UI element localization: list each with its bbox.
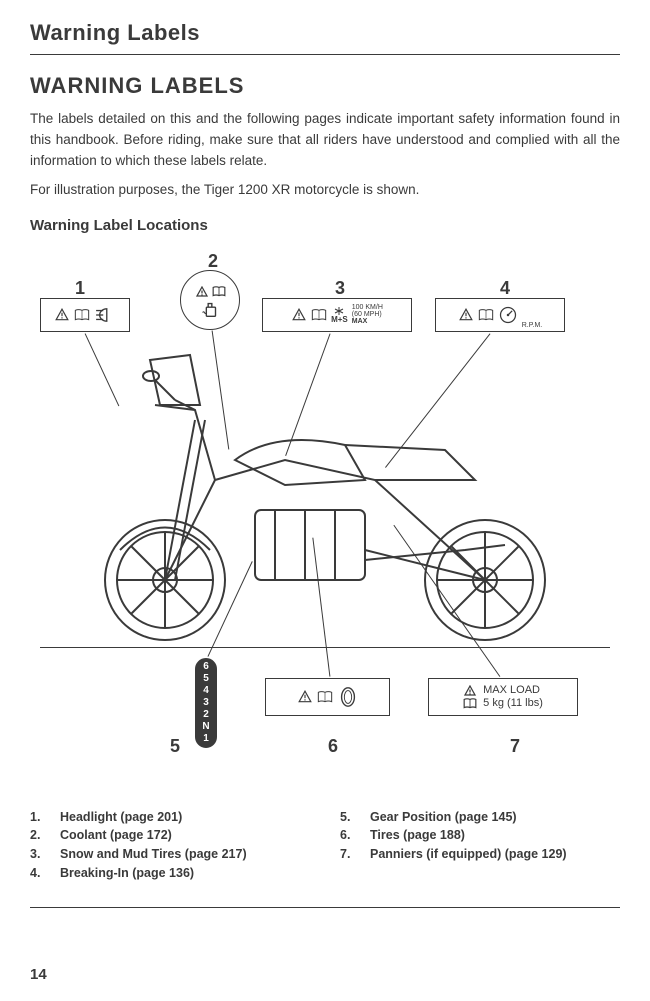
motorcycle-illustration [40,348,610,648]
warning-icon [54,308,70,322]
callout-5: 5 [170,736,180,757]
page-number: 14 [30,966,47,983]
coolant-icon [199,298,221,320]
label-4-rpm: R.P.M. [522,322,543,329]
warning-icon [297,690,313,704]
rpm-gauge-icon [498,305,518,325]
warning-icon [463,685,477,697]
legend-text: Headlight (page 201) [60,808,182,827]
section-title: WARNING LABELS [30,73,620,99]
legend-num: 3. [30,845,44,864]
legend-text: Coolant (page 172) [60,826,172,845]
label-7-line1: MAX LOAD [483,684,543,697]
callout-7: 7 [510,736,520,757]
label-7-box: MAX LOAD 5 kg (11 lbs) [428,678,578,716]
label-5-gearpill: 6 5 4 3 2 N 1 [195,658,217,748]
footer-rule [30,907,620,908]
legend-row: 6. Tires (page 188) [340,826,620,845]
callout-2: 2 [208,251,218,272]
warning-icon [195,286,209,298]
label-7-line2: 5 kg (11 lbs) [483,697,543,710]
label-1-box [40,298,130,332]
label-3-box: M+S 100 KM/H (60 MPH) MAX [262,298,412,332]
callout-6: 6 [328,736,338,757]
legend-num: 4. [30,864,44,883]
diagram-area: 1 2 3 4 M+S 100 KM/H (60 MPH) MAX R.P.M. [30,248,620,768]
book-icon [463,698,477,709]
legend-row: 7. Panniers (if equipped) (page 129) [340,845,620,864]
legend-text: Tires (page 188) [370,826,465,845]
legend-text: Gear Position (page 145) [370,808,517,827]
legend-num: 5. [340,808,354,827]
label-3-ms: M+S [331,316,348,324]
book-icon [311,309,327,321]
legend-row: 2. Coolant (page 172) [30,826,310,845]
legend-num: 1. [30,808,44,827]
label-3-max: MAX [352,318,383,325]
legend-col-right: 5. Gear Position (page 145) 6. Tires (page… [340,808,620,883]
legend-row: 4. Breaking-In (page 136) [30,864,310,883]
header-rule [30,54,620,55]
book-icon [212,286,226,297]
label-2-circle [180,270,240,330]
legend-text: Snow and Mud Tires (page 217) [60,845,247,864]
intro-text: The labels detailed on this and the foll… [30,109,620,172]
tire-icon [337,686,359,708]
legend: 1. Headlight (page 201) 2. Coolant (page 1… [30,808,620,883]
label-3-speed2: (60 MPH) [352,311,383,318]
book-icon [478,309,494,321]
legend-text: Breaking-In (page 136) [60,864,194,883]
legend-num: 2. [30,826,44,845]
legend-col-left: 1. Headlight (page 201) 2. Coolant (page 1… [30,808,310,883]
warning-icon [291,308,307,322]
warning-icon [458,308,474,322]
legend-row: 3. Snow and Mud Tires (page 217) [30,845,310,864]
label-4-box: R.P.M. [435,298,565,332]
header-title: Warning Labels [30,20,620,46]
subtext: For illustration purposes, the Tiger 120… [30,180,620,201]
legend-row: 1. Headlight (page 201) [30,808,310,827]
locations-title: Warning Label Locations [30,217,620,234]
legend-num: 6. [340,826,354,845]
callout-1: 1 [75,278,85,299]
headlight-icon [94,307,116,323]
label-3-speed1: 100 KM/H [352,304,383,311]
callout-4: 4 [500,278,510,299]
callout-3: 3 [335,278,345,299]
book-icon [317,691,333,703]
legend-row: 5. Gear Position (page 145) [340,808,620,827]
label-6-box [265,678,390,716]
legend-text: Panniers (if equipped) (page 129) [370,845,567,864]
motorcycle-svg [45,350,605,645]
book-icon [74,309,90,321]
legend-num: 7. [340,845,354,864]
